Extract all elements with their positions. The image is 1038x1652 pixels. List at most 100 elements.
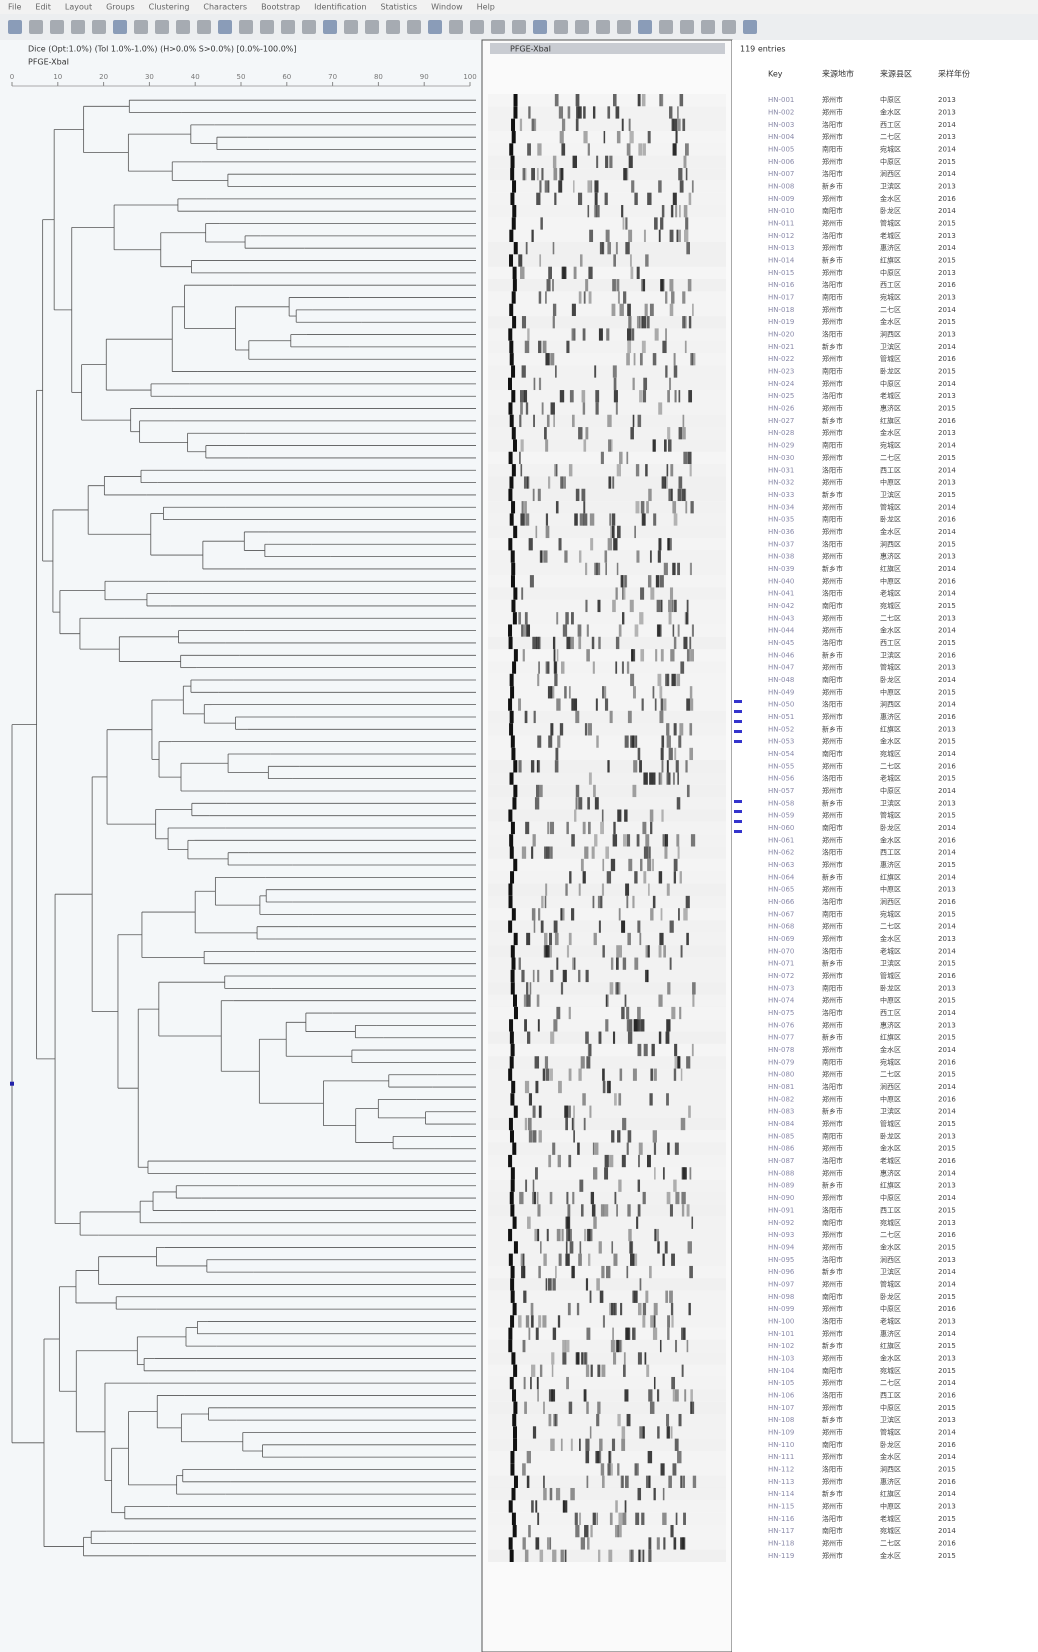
table-cell: 中原区 <box>880 885 901 894</box>
gel-band <box>608 476 611 488</box>
toolbar-button[interactable] <box>365 20 379 34</box>
gel-band <box>559 1254 562 1266</box>
gel-band <box>617 131 621 143</box>
toolbar-button[interactable] <box>617 20 631 34</box>
gel-band <box>670 921 674 933</box>
toolbar-button[interactable] <box>596 20 610 34</box>
selection-marker[interactable] <box>734 820 742 823</box>
gel-band <box>550 353 554 365</box>
column-header[interactable]: Key <box>768 70 783 79</box>
toolbar-button[interactable] <box>554 20 568 34</box>
toolbar-button[interactable] <box>239 20 253 34</box>
row-key: HN-006 <box>768 158 795 166</box>
toolbar-button[interactable] <box>743 20 757 34</box>
table-cell: 西工区 <box>880 1009 901 1017</box>
table-cell: 卫滨区 <box>880 1267 901 1276</box>
column-header[interactable]: 来源地市 <box>822 69 854 79</box>
toolbar-button[interactable] <box>155 20 169 34</box>
gel-band <box>546 513 548 525</box>
toolbar-button[interactable] <box>281 20 295 34</box>
toolbar-button[interactable] <box>722 20 736 34</box>
toolbar-button[interactable] <box>176 20 190 34</box>
menu-item[interactable]: Identification <box>314 3 366 12</box>
menu-item[interactable]: Characters <box>203 3 247 12</box>
menu-item[interactable]: File <box>8 3 21 12</box>
row-key: HN-043 <box>768 614 794 622</box>
menu-item[interactable]: Groups <box>106 3 135 12</box>
table-cell: 管城区 <box>880 663 901 672</box>
toolbar-button[interactable] <box>512 20 526 34</box>
table-cell: 老城区 <box>880 1316 901 1325</box>
selection-marker[interactable] <box>734 800 742 803</box>
menu-item[interactable]: Bootstrap <box>261 3 300 12</box>
toolbar-button[interactable] <box>638 20 652 34</box>
gel-band <box>539 291 542 303</box>
toolbar-button[interactable] <box>344 20 358 34</box>
selection-marker[interactable] <box>734 710 742 713</box>
column-header[interactable]: 来源县区 <box>880 70 912 79</box>
gel-band <box>550 1192 553 1204</box>
gel-band <box>665 365 667 377</box>
gel-band <box>680 1476 682 1488</box>
selection-marker[interactable] <box>734 720 742 723</box>
table-cell: 卫滨区 <box>880 798 901 807</box>
selection-marker[interactable] <box>734 700 742 703</box>
toolbar-button[interactable] <box>701 20 715 34</box>
table-cell: 2014 <box>938 1009 956 1017</box>
gel-band <box>620 1069 623 1081</box>
toolbar-button[interactable] <box>29 20 43 34</box>
menu-item[interactable]: Help <box>477 3 495 12</box>
menu-item[interactable]: Statistics <box>381 3 418 12</box>
gel-band <box>614 1192 616 1204</box>
toolbar-button[interactable] <box>533 20 547 34</box>
toolbar-button[interactable] <box>407 20 421 34</box>
toolbar-button[interactable] <box>197 20 211 34</box>
toolbar-button[interactable] <box>134 20 148 34</box>
toolbar-button[interactable] <box>659 20 673 34</box>
menu-item[interactable]: Edit <box>35 3 51 12</box>
gel-band <box>634 526 636 538</box>
selection-marker[interactable] <box>734 740 742 743</box>
gel-band <box>566 341 569 353</box>
column-header[interactable]: 采样年份 <box>938 69 970 79</box>
toolbar-button[interactable] <box>470 20 484 34</box>
selection-marker[interactable] <box>734 730 742 733</box>
table-cell: 郑州市 <box>822 1279 843 1288</box>
toolbar-button[interactable] <box>302 20 316 34</box>
toolbar-button[interactable] <box>8 20 22 34</box>
toolbar-button[interactable] <box>575 20 589 34</box>
toolbar-button[interactable] <box>113 20 127 34</box>
toolbar-button[interactable] <box>449 20 463 34</box>
selection-marker[interactable] <box>734 830 742 833</box>
gel-band <box>638 1550 641 1562</box>
toolbar-button[interactable] <box>491 20 505 34</box>
row-key: HN-019 <box>768 318 794 326</box>
gel-band <box>629 119 631 131</box>
gel-band <box>537 1377 539 1389</box>
gel-band <box>519 958 521 970</box>
toolbar-button[interactable] <box>218 20 232 34</box>
gel-band <box>508 538 512 550</box>
table-cell: 2013 <box>938 269 956 277</box>
table-cell: 2015 <box>938 997 956 1005</box>
toolbar-button[interactable] <box>50 20 64 34</box>
gel-band <box>510 1550 514 1562</box>
toolbar-button[interactable] <box>71 20 85 34</box>
menu-item[interactable]: Clustering <box>149 3 190 12</box>
gel-band <box>578 1254 582 1266</box>
toolbar-button[interactable] <box>428 20 442 34</box>
row-key: HN-093 <box>768 1231 794 1239</box>
menu-item[interactable]: Layout <box>65 3 92 12</box>
gel-band <box>673 1389 675 1401</box>
table-cell: 郑州市 <box>822 761 843 770</box>
menu-item[interactable]: Window <box>431 3 463 12</box>
toolbar-button[interactable] <box>680 20 694 34</box>
toolbar-button[interactable] <box>260 20 274 34</box>
gel-band <box>521 439 524 451</box>
row-key: HN-017 <box>768 294 794 302</box>
toolbar-button[interactable] <box>92 20 106 34</box>
toolbar-button[interactable] <box>323 20 337 34</box>
gel-band <box>670 1525 673 1537</box>
toolbar-button[interactable] <box>386 20 400 34</box>
selection-marker[interactable] <box>734 810 742 813</box>
